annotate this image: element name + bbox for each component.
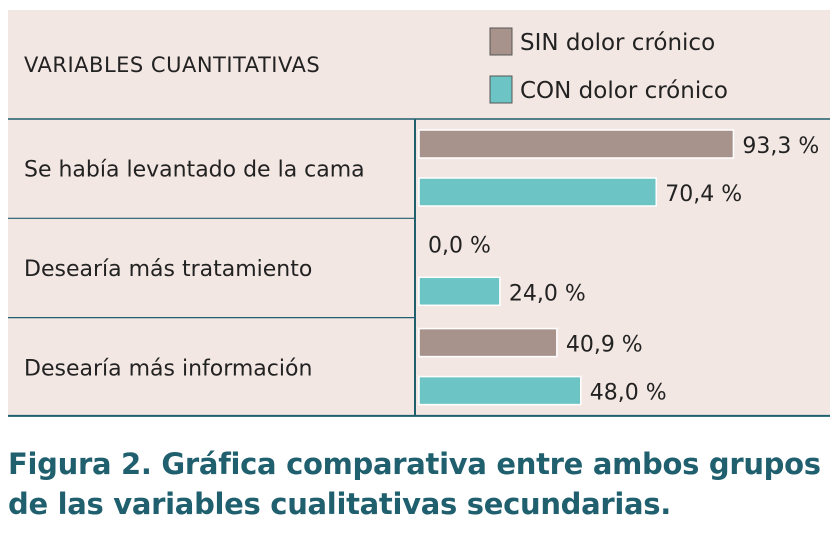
data-label: 48,0 % (590, 381, 667, 406)
bar (418, 129, 735, 159)
legend-label: CON dolor crónico (520, 78, 728, 104)
bar (418, 276, 501, 307)
data-label: 24,0 % (509, 281, 586, 306)
bar (418, 375, 582, 406)
category-label: Se había levantado de la cama (24, 158, 365, 183)
caption-line-1: Figura 2. Gráfica comparativa entre ambo… (8, 447, 821, 481)
category-label: Desearía más información (24, 356, 312, 381)
figure-caption: Figura 2. Gráfica comparativa entre ambo… (8, 444, 834, 524)
legend: SIN dolor crónico CON dolor crónico (489, 27, 728, 104)
chart-dividers (8, 118, 830, 417)
category-label: Desearía más tratamiento (24, 257, 312, 282)
caption-line-2: de las variables cualitativas secundaria… (8, 487, 671, 521)
data-label: 93,3 % (742, 134, 819, 159)
header-label: VARIABLES CUANTITATIVAS (24, 53, 320, 77)
legend-swatch (489, 27, 513, 56)
legend-label: SIN dolor crónico (520, 30, 715, 56)
bar (418, 177, 657, 207)
category-labels: Se había levantado de la cama Desearía má… (24, 158, 365, 382)
bars: 93,3 %70,4 % 0,0 % 24,0 % 40,9 % 48,0 % (418, 129, 819, 406)
data-label: 0,0 % (428, 233, 491, 258)
legend-swatch (489, 75, 513, 104)
data-label: 40,9 % (566, 333, 643, 358)
data-label: 70,4 % (665, 182, 742, 207)
bar (418, 327, 558, 358)
